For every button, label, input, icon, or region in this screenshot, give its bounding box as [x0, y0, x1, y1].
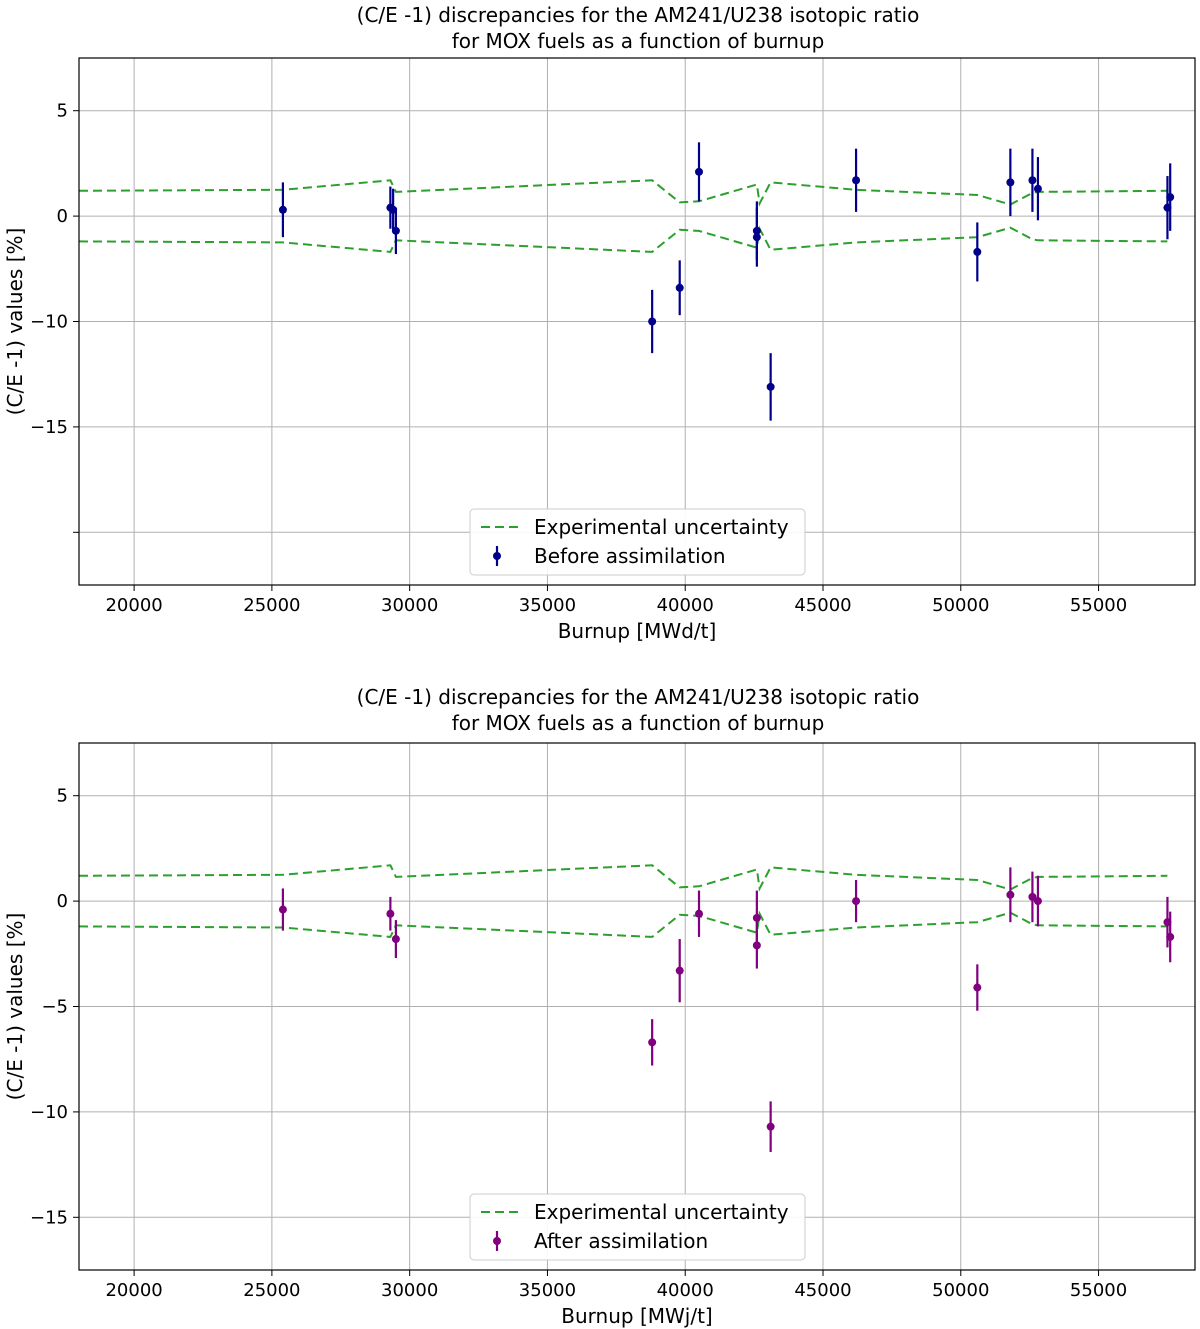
legend-series-label: After assimilation: [534, 1229, 708, 1253]
y-tick-label: 5: [57, 786, 68, 807]
x-tick-label: 25000: [243, 595, 300, 616]
y-tick-label: −10: [30, 312, 68, 333]
data-point: [1033, 184, 1042, 193]
chart-panel-2: 20000 25000 30000 35000 40000 45000 50000 55000…: [3, 685, 1196, 1328]
data-point: [386, 909, 395, 918]
data-point: [648, 1038, 657, 1047]
data-point: [391, 935, 400, 944]
y-tick-label: −15: [30, 417, 68, 438]
data-point: [752, 226, 761, 235]
y-tick-label: 0: [57, 891, 68, 912]
x-tick-label: 50000: [932, 595, 989, 616]
data-point: [391, 226, 400, 235]
chart-title-line-2: for MOX fuels as a function of burnup: [452, 29, 825, 53]
data-point: [752, 913, 761, 922]
x-tick-label: 30000: [381, 1280, 438, 1301]
data-point: [675, 283, 684, 292]
y-tick-label: 5: [57, 101, 68, 122]
y-tick-label: −15: [30, 1207, 68, 1228]
data-point: [973, 247, 982, 256]
legend-series-marker-swatch: [493, 1237, 501, 1245]
x-tick-label: 55000: [1070, 595, 1127, 616]
x-tick-label: 30000: [381, 595, 438, 616]
x-tick-label: 20000: [105, 1280, 162, 1301]
legend-box: [469, 1193, 806, 1261]
chart-title-line-1: (C/E -1) discrepancies for the AM241/U23…: [357, 3, 920, 27]
legend-series-marker-swatch: [493, 552, 501, 560]
data-point: [695, 909, 703, 918]
legend: Experimental uncertainty Before assimilat…: [469, 508, 806, 576]
data-point: [973, 983, 982, 992]
x-axis-label: Burnup [MWd/t]: [558, 619, 717, 643]
data-point: [766, 382, 775, 391]
data-point: [1166, 932, 1175, 941]
y-axis-label: (C/E -1) values [%]: [3, 228, 27, 416]
x-tick-label: 35000: [519, 1280, 576, 1301]
data-point: [766, 1122, 775, 1131]
y-axis-label: (C/E -1) values [%]: [3, 913, 27, 1101]
chart-title-line-1: (C/E -1) discrepancies for the AM241/U23…: [357, 685, 920, 709]
x-tick-label: 45000: [794, 1280, 851, 1301]
data-point: [278, 205, 287, 214]
uncertainty-upper-line: [78, 179, 1168, 207]
legend-uncertainty-label: Experimental uncertainty: [534, 515, 789, 539]
data-point: [648, 317, 657, 326]
data-point: [1006, 178, 1015, 187]
x-tick-label: 35000: [519, 595, 576, 616]
data-point: [278, 905, 287, 914]
data-point: [1028, 892, 1037, 901]
x-axis-label: Burnup [MWj/t]: [561, 1304, 712, 1328]
x-tick-label: 20000: [105, 595, 162, 616]
y-tick-label: −10: [30, 1102, 68, 1123]
legend-box: [469, 508, 806, 576]
x-tick-label: 40000: [657, 1280, 714, 1301]
data-point: [1028, 176, 1037, 185]
x-tick-label: 45000: [794, 595, 851, 616]
legend-series-label: Before assimilation: [534, 544, 726, 568]
data-point: [1033, 897, 1042, 906]
x-tick-label: 55000: [1070, 1280, 1127, 1301]
x-tick-label: 50000: [932, 1280, 989, 1301]
data-point: [852, 897, 861, 906]
data-point: [852, 176, 861, 185]
uncertainty-upper-line: [78, 864, 1168, 892]
legend-uncertainty-label: Experimental uncertainty: [534, 1200, 789, 1224]
chart-title-line-2: for MOX fuels as a function of burnup: [452, 711, 825, 735]
data-point: [695, 167, 703, 176]
uncertainty-lower-line: [78, 910, 1168, 938]
chart-panel-1: 20000 25000 30000 35000 40000 45000 50000 55000…: [3, 3, 1196, 643]
y-tick-label: 0: [57, 206, 68, 227]
data-point: [675, 966, 684, 975]
data-point: [1006, 890, 1015, 899]
x-tick-label: 25000: [243, 1280, 300, 1301]
x-tick-label: 40000: [657, 595, 714, 616]
data-point: [752, 941, 761, 950]
data-point: [1166, 193, 1175, 202]
y-tick-label: −5: [41, 997, 68, 1018]
legend: Experimental uncertainty After assimilati…: [469, 1193, 806, 1261]
